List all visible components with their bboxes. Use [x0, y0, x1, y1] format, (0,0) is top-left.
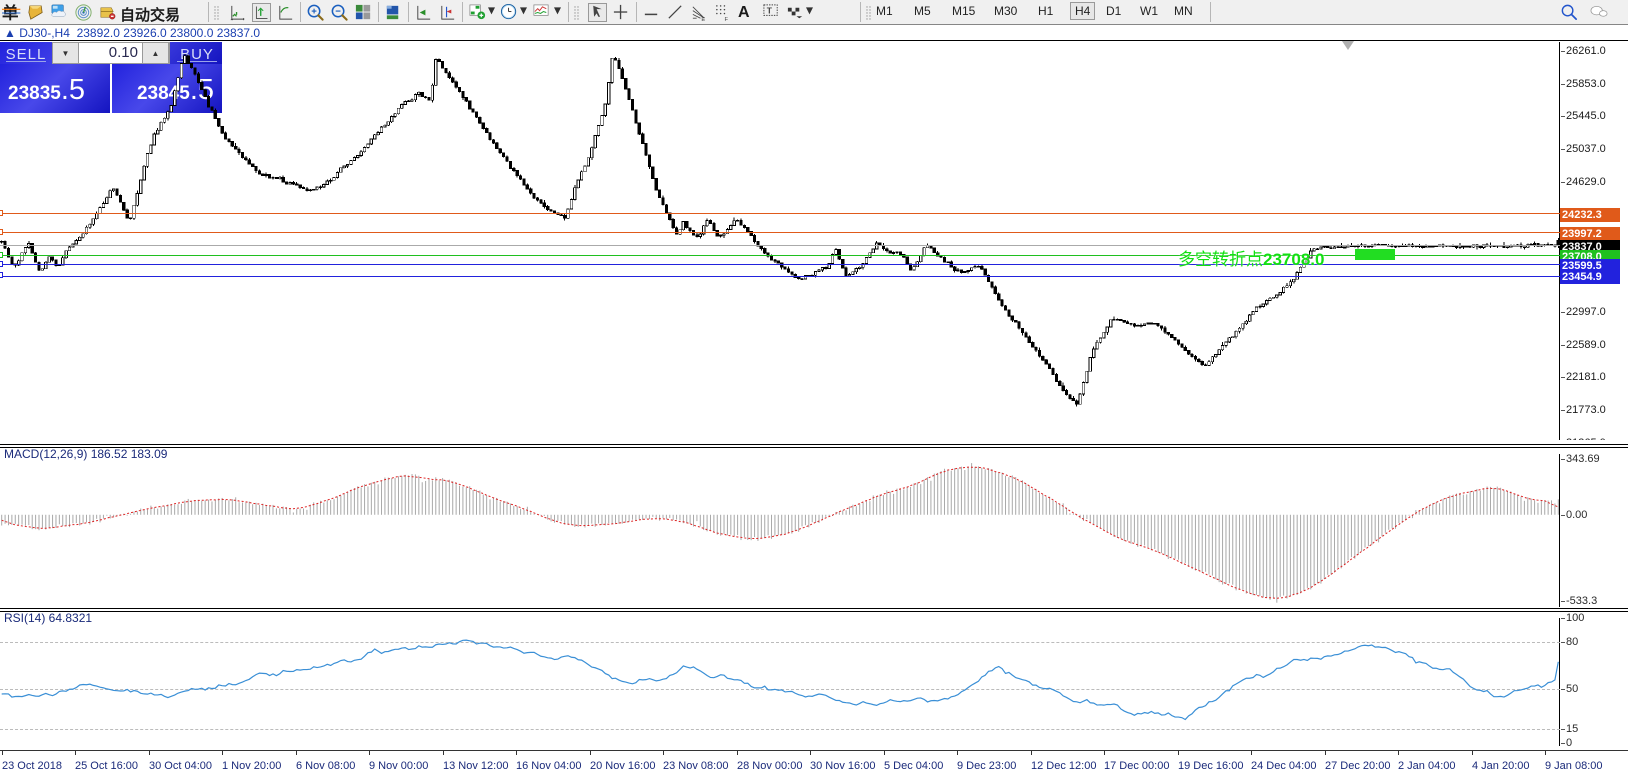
svg-text:E: E — [701, 17, 705, 22]
svg-text:T: T — [767, 5, 773, 15]
svg-text:F: F — [724, 17, 728, 22]
